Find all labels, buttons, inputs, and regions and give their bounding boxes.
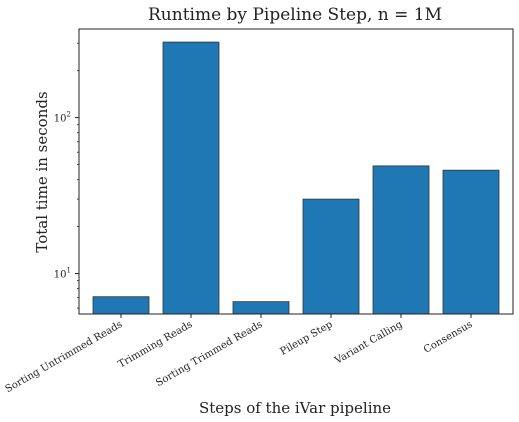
- bar: [92, 296, 150, 315]
- bar: [372, 165, 430, 315]
- plot-frame: [78, 28, 514, 315]
- y-axis-ticks: 101 102: [54, 42, 79, 309]
- bar: [442, 169, 500, 315]
- y-axis-label: Total time in seconds: [33, 91, 51, 252]
- x-tick-label: Sorting Untrimmed Reads: [4, 319, 125, 395]
- bars: [92, 41, 500, 315]
- y-tick-label: 102: [54, 111, 71, 125]
- bar: [162, 41, 220, 315]
- x-tick-label: Consensus: [422, 319, 475, 356]
- x-tick-label: Variant Calling: [332, 319, 405, 367]
- y-tick-label: 101: [54, 267, 71, 281]
- bar: [302, 198, 360, 315]
- x-axis-label: Steps of the iVar pipeline: [199, 399, 391, 417]
- x-tick-label: Pileup Step: [279, 319, 335, 358]
- bar: [232, 301, 290, 315]
- chart-title: Runtime by Pipeline Step, n = 1M: [148, 5, 442, 25]
